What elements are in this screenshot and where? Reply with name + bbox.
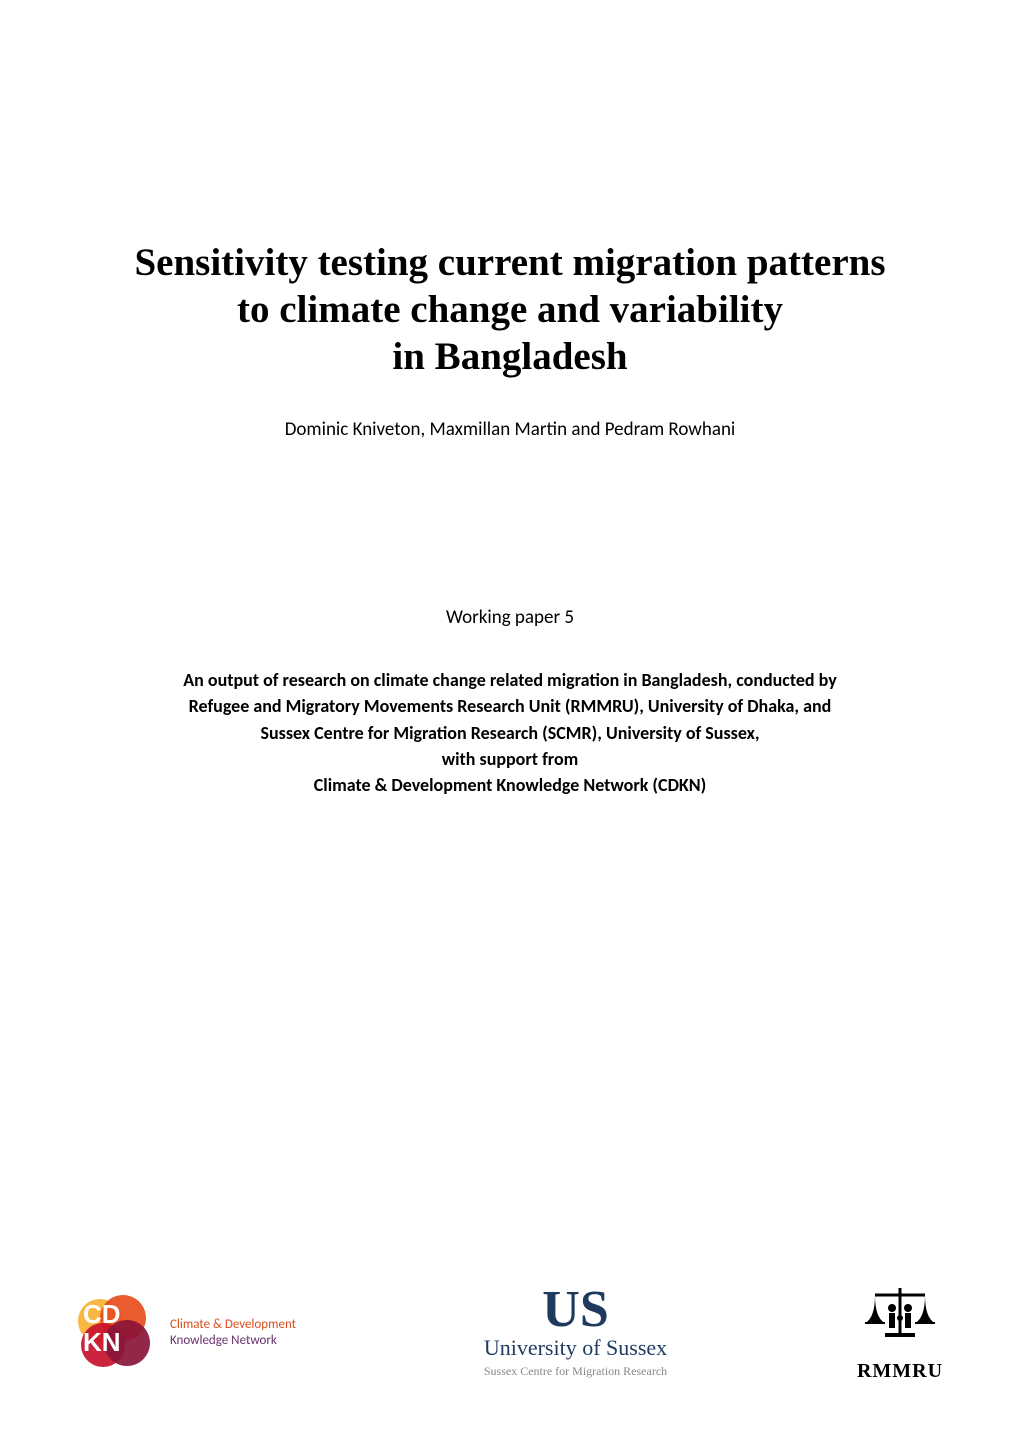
attribution-block: An output of research on climate change … <box>75 667 945 797</box>
sussex-logo: US University of Sussex Sussex Centre fo… <box>484 1287 667 1380</box>
main-title-line3: in Bangladesh <box>75 334 945 381</box>
sussex-us: US <box>484 1287 667 1334</box>
attribution-line3: Sussex Centre for Migration Research (SC… <box>100 720 920 746</box>
svg-text:CD: CD <box>83 1299 121 1329</box>
sussex-name: University of Sussex <box>484 1335 667 1361</box>
cdkn-icon: CD KN <box>75 1293 160 1373</box>
cdkn-text: Climate & Development Knowledge Network <box>170 1317 296 1350</box>
attribution-line4: with support from <box>100 746 920 772</box>
rmmru-icon <box>855 1283 945 1353</box>
working-paper-label: Working paper 5 <box>75 606 945 629</box>
rmmru-label: RMMRU <box>855 1360 945 1383</box>
attribution-line5: Climate & Development Knowledge Network … <box>100 772 920 798</box>
authors: Dominic Kniveton, Maxmillan Martin and P… <box>75 418 945 441</box>
cdkn-text-line2: Knowledge Network <box>170 1333 296 1349</box>
logos-row: CD KN Climate & Development Knowledge Ne… <box>75 1283 945 1383</box>
sussex-centre: Sussex Centre for Migration Research <box>484 1364 667 1379</box>
cdkn-logo: CD KN Climate & Development Knowledge Ne… <box>75 1293 296 1373</box>
attribution-line2: Refugee and Migratory Movements Research… <box>100 693 920 719</box>
main-title-line1: Sensitivity testing current migration pa… <box>75 240 945 287</box>
cdkn-text-line1: Climate & Development <box>170 1317 296 1333</box>
title-block: Sensitivity testing current migration pa… <box>75 240 945 380</box>
rmmru-logo: RMMRU <box>855 1283 945 1383</box>
main-title-line2: to climate change and variability <box>75 287 945 334</box>
attribution-line1: An output of research on climate change … <box>100 667 920 693</box>
svg-text:KN: KN <box>83 1327 121 1357</box>
